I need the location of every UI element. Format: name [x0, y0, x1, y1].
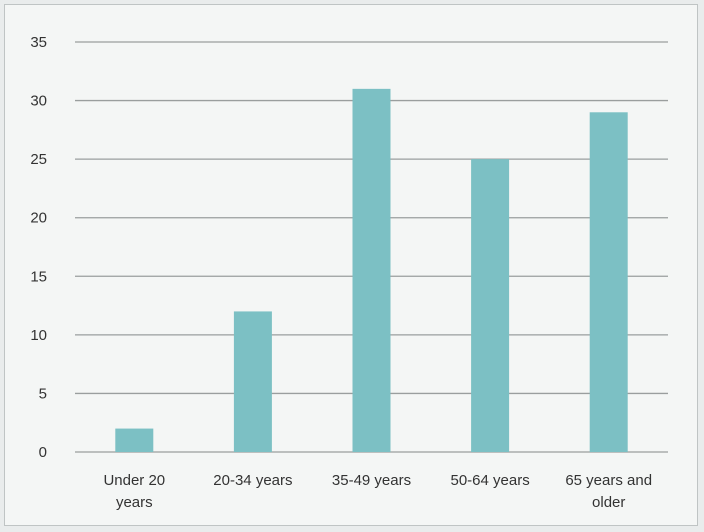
bar: [115, 429, 153, 452]
x-category-label-line: 50-64 years: [450, 472, 529, 489]
bar: [353, 89, 391, 452]
x-category-label: 35-49 years: [332, 472, 411, 489]
bar: [234, 311, 272, 452]
y-tick-label: 25: [30, 151, 47, 168]
y-tick-label: 35: [30, 34, 47, 51]
y-tick-label: 5: [39, 385, 47, 402]
y-tick-label: 30: [30, 93, 47, 110]
bars: [115, 89, 627, 452]
bar: [590, 112, 628, 452]
x-category-label-line: 35-49 years: [332, 472, 411, 489]
y-tick-label: 10: [30, 327, 47, 344]
x-category-label-line: 20-34 years: [213, 472, 292, 489]
x-category-label-line: 65 years and: [565, 472, 652, 489]
x-category-label-line: years: [116, 494, 153, 511]
x-category-label: Under 20 years: [103, 472, 165, 511]
x-category-label: 20-34 years: [213, 472, 292, 489]
x-category-label: 65 years and older: [565, 472, 652, 511]
y-tick-label: 0: [39, 444, 47, 461]
y-axis-ticks: 0 5 10 15 20 25 30 35: [30, 34, 47, 461]
y-tick-label: 20: [30, 210, 47, 227]
bar: [471, 159, 509, 452]
x-category-label-line: Under 20: [103, 472, 165, 489]
x-category-label: 50-64 years: [450, 472, 529, 489]
x-category-label-line: older: [592, 494, 625, 511]
x-axis-labels: Under 20 years 20-34 years 35-49 years 50-64…: [103, 472, 652, 511]
y-tick-label: 15: [30, 268, 47, 285]
